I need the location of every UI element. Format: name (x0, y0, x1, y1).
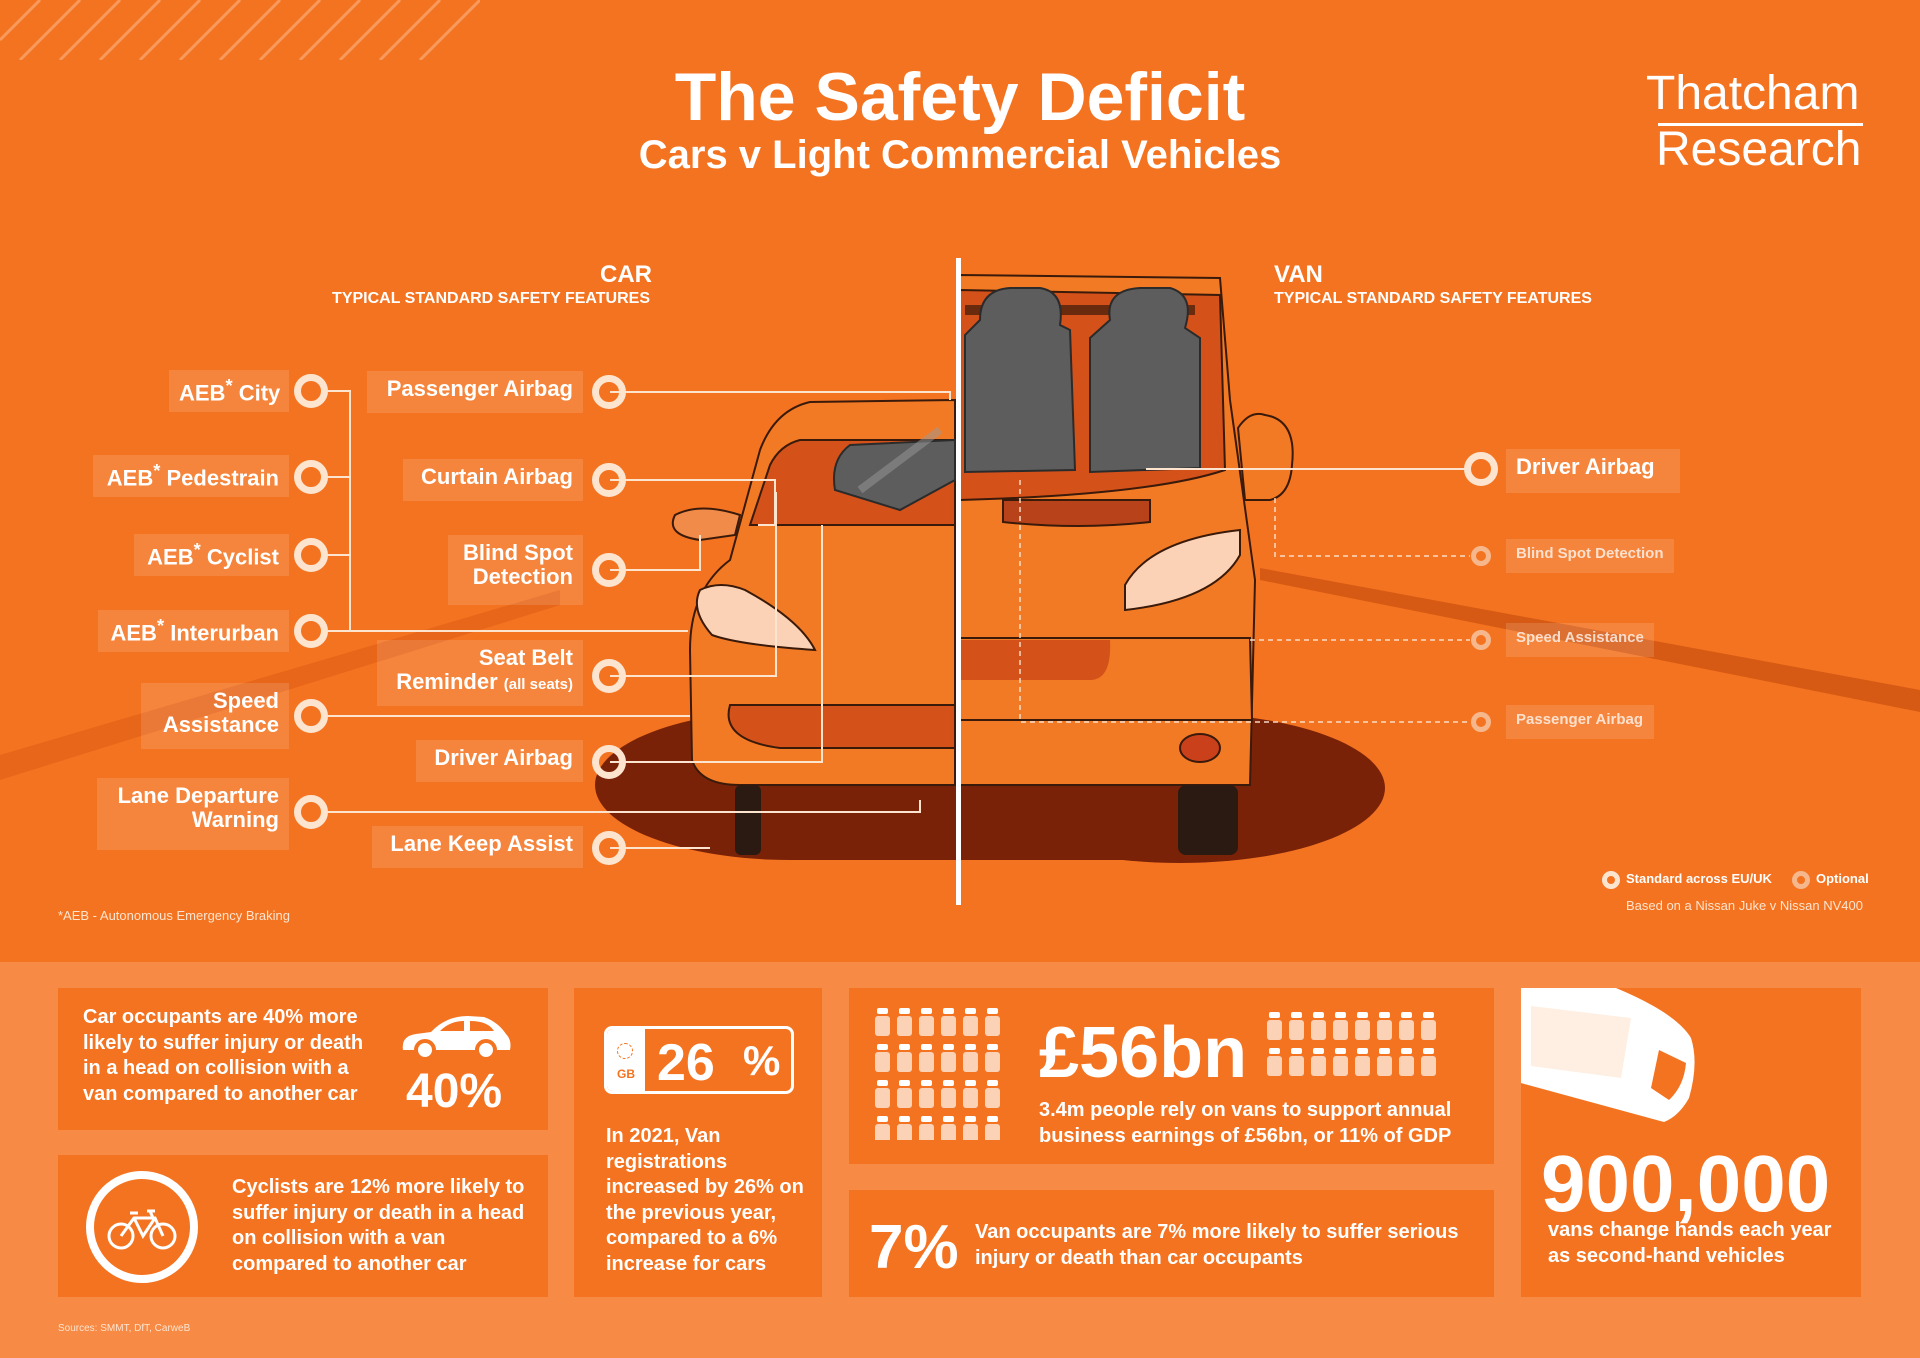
dot-standard-icon (294, 538, 328, 572)
dot-standard-icon (592, 463, 626, 497)
van-feature-driver-airbag: Driver Airbag (1506, 449, 1680, 493)
person-icon-grid (875, 1008, 1000, 1140)
legend-standard-label: Standard across EU/UK (1626, 871, 1772, 886)
plate-flag: GB (607, 1029, 645, 1091)
stat-earnings-text: 3.4m people rely on vans to support annu… (1039, 1099, 1452, 1147)
aeb-footnote: *AEB - Autonomous Emergency Braking (58, 908, 290, 923)
stat-van-occupants-text: Van occupants are 7% more likely to suff… (975, 1221, 1459, 1269)
dot-standard-icon (294, 460, 328, 494)
car-subheading: TYPICAL STANDARD SAFETY FEATURES (332, 290, 650, 307)
car-feature-lane-keep: Lane Keep Assist (372, 826, 583, 868)
dot-standard-icon (294, 699, 328, 733)
eu-stars-icon (617, 1043, 633, 1059)
car-side-icon (402, 1016, 511, 1060)
vehicle-illustration (0, 273, 1920, 863)
stat-cyclists: Cyclists are 12% more likely to suffer i… (58, 1155, 548, 1297)
stat-earnings-value: £56bn (1039, 1013, 1248, 1093)
stat-cyclists-text: Cyclists are 12% more likely to suffer i… (232, 1176, 525, 1275)
stat-car-occupants-value: 40% (406, 1065, 503, 1118)
car-feature-lane-departure: Lane Departure Warning (97, 778, 289, 850)
stat-second-hand-text: vans change hands each year as second-ha… (1548, 1219, 1832, 1267)
logo-thatcham: Thatcham (1646, 67, 1860, 120)
page-subtitle: Cars v Light Commercial Vehicles (638, 133, 1282, 177)
stat-second-hand: 900,000 vans change hands each year as s… (1521, 988, 1861, 1297)
car-feature-seat-belt: Seat Belt Reminder (all seats) (377, 640, 583, 706)
logo-rule (1658, 123, 1863, 126)
dot-standard-icon (294, 374, 328, 408)
sources-note: Sources: SMMT, DfT, CarweB (58, 1323, 191, 1334)
legend-standard-icon (1602, 871, 1620, 889)
van-feature-blind-spot: Blind Spot Detection (1506, 539, 1674, 573)
dot-optional-icon (1471, 630, 1491, 650)
logo-research: Research (1656, 123, 1862, 176)
car-feature-aeb-interurban: AEB* Interurban (98, 610, 289, 652)
connector-lines (322, 390, 1470, 849)
car-feature-blind-spot: Blind Spot Detection (448, 535, 583, 605)
legend-optional-icon (1792, 871, 1810, 889)
stat-second-hand-value: 900,000 (1541, 1139, 1831, 1228)
plate-country: GB (617, 1067, 635, 1081)
stat-registrations-unit: % (743, 1037, 781, 1084)
dot-standard-icon (294, 795, 328, 829)
car-feature-driver-airbag: Driver Airbag (416, 740, 583, 782)
corner-stripes (0, 0, 480, 60)
number-plate-icon: GB 26 % (604, 1026, 794, 1094)
dot-standard-icon (294, 614, 328, 648)
car-feature-curtain-airbag: Curtain Airbag (403, 459, 583, 501)
car-feature-aeb-pedestrian: AEB* Pedestrain (93, 455, 289, 497)
stat-earnings: £56bn 3.4m people rely on vans to suppor… (849, 988, 1494, 1164)
based-on-note: Based on a Nissan Juke v Nissan NV400 (1625, 898, 1863, 913)
bicycle-icon (86, 1171, 198, 1283)
stat-van-occupants: 7% Van occupants are 7% more likely to s… (849, 1190, 1494, 1297)
page-title: The Safety Deficit (674, 59, 1246, 135)
stat-registrations: GB 26 % In 2021, Van registrations incre… (574, 988, 822, 1297)
center-divider (956, 258, 961, 905)
van-feature-passenger-airbag: Passenger Airbag (1506, 705, 1654, 739)
dot-standard-icon (592, 659, 626, 693)
stat-car-occupants: Car occupants are 40% more likely to suf… (58, 988, 548, 1130)
stat-registrations-text: In 2021, Van registrations increased by … (606, 1125, 804, 1275)
stat-car-occupants-text: Car occupants are 40% more likely to suf… (83, 1006, 364, 1105)
van-subheading: TYPICAL STANDARD SAFETY FEATURES (1274, 290, 1592, 307)
legend-optional-label: Optional (1816, 871, 1869, 886)
dot-optional-icon (1471, 712, 1491, 732)
dot-standard-icon (592, 553, 626, 587)
car-feature-aeb-cyclist: AEB* Cyclist (134, 534, 289, 576)
stat-van-occupants-value: 7% (869, 1213, 959, 1282)
dot-standard-icon (592, 375, 626, 409)
dot-standard-icon (592, 831, 626, 865)
person-icon-grid (1267, 1012, 1436, 1076)
stat-registrations-value: 26 (657, 1034, 715, 1092)
car-feature-speed-assistance: Speed Assistance (141, 683, 289, 749)
dot-standard-icon (592, 745, 626, 779)
van-feature-speed-assistance: Speed Assistance (1506, 623, 1654, 657)
van-top-icon (1521, 988, 1695, 1122)
dot-optional-icon (1471, 546, 1491, 566)
van-heading: VAN (1274, 261, 1323, 288)
dot-standard-icon (1464, 452, 1498, 486)
car-heading: CAR (600, 261, 652, 288)
car-feature-aeb-city: AEB* City (169, 370, 289, 412)
car-feature-passenger-airbag: Passenger Airbag (367, 371, 583, 413)
